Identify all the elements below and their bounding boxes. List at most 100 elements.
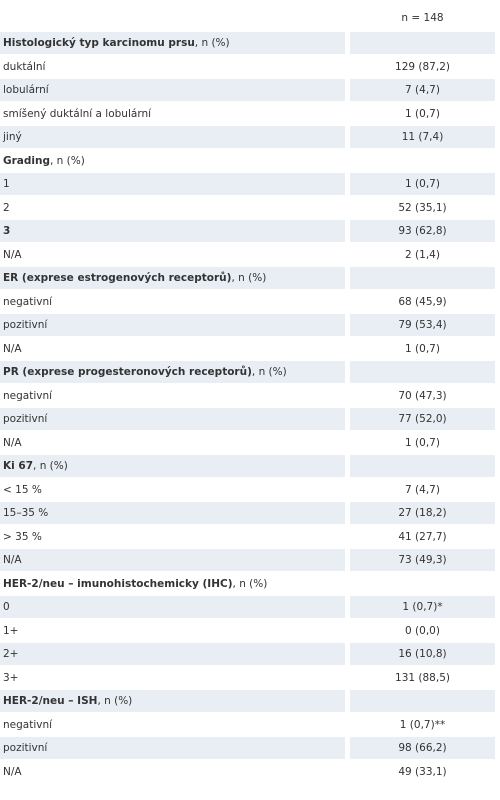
value-text: 68 (45,9): [398, 295, 447, 308]
value-text: 79 (53,4): [398, 319, 447, 331]
row-label: N/A: [0, 761, 345, 783]
label-text: duktální: [3, 60, 46, 73]
row-value: 70 (47,3): [350, 385, 495, 407]
label-text: 3: [3, 225, 11, 237]
table-row: N/A 1 (0,7): [0, 432, 500, 454]
row-value: 49 (33,1): [350, 761, 495, 783]
table-row: negativní 68 (45,9): [0, 291, 500, 313]
value-text: 1 (0,7)*: [402, 601, 443, 613]
row-label: N/A: [0, 432, 345, 454]
label-text: Grading: [3, 154, 50, 167]
table-row: negativní 1 (0,7)**: [0, 714, 500, 736]
table-row: 3+ 131 (88,5): [0, 667, 500, 689]
table-row: negativní 70 (47,3): [0, 385, 500, 407]
row-value: 1 (0,7)*: [350, 596, 495, 618]
label-text: 2: [3, 201, 10, 214]
value-text: 2 (1,4): [405, 248, 440, 261]
label-text: N/A: [3, 765, 22, 778]
table-row: PR (exprese progesteronových receptorů),…: [0, 361, 500, 383]
value-text: 41 (27,7): [398, 530, 447, 543]
label-text: 1: [3, 178, 10, 190]
table-row: N/A 2 (1,4): [0, 244, 500, 266]
row-label: lobulární: [0, 79, 345, 101]
row-label: 0: [0, 596, 345, 618]
value-text: 11 (7,4): [401, 131, 444, 143]
value-text: 1 (0,7): [405, 178, 440, 190]
row-value: [350, 573, 495, 595]
row-value: 1 (0,7): [350, 173, 495, 195]
row-value: 2 (1,4): [350, 244, 495, 266]
row-label: HER-2/neu – imunohistochemicky (IHC), n …: [0, 573, 345, 595]
row-value: 1 (0,7): [350, 338, 495, 360]
row-value: 0 (0,0): [350, 620, 495, 642]
row-value: 1 (0,7)**: [350, 714, 495, 736]
value-text: 7 (4,7): [405, 84, 440, 96]
row-label: Histologický typ karcinomu prsu, n (%): [0, 32, 345, 54]
row-value: 98 (66,2): [350, 737, 495, 759]
value-text: 73 (49,3): [398, 554, 447, 566]
label-text: pozitivní: [3, 742, 48, 754]
label-suffix: , n (%): [194, 37, 230, 49]
row-value: 41 (27,7): [350, 526, 495, 548]
label-text: lobulární: [3, 84, 49, 96]
label-text: PR (exprese progesteronových receptorů): [3, 366, 252, 378]
table-row: 1+ 0 (0,0): [0, 620, 500, 642]
label-suffix: , n (%): [97, 695, 133, 707]
label-text: N/A: [3, 248, 22, 261]
value-text: 16 (10,8): [398, 648, 447, 660]
table-row: 2+ 16 (10,8): [0, 643, 500, 665]
label-suffix: , n (%): [232, 577, 268, 590]
row-label: N/A: [0, 549, 345, 571]
table-row: 1 1 (0,7): [0, 173, 500, 195]
label-suffix: , n (%): [251, 366, 287, 378]
table-row: 3 93 (62,8): [0, 220, 500, 242]
label-text: N/A: [3, 554, 22, 566]
table-row: > 35 % 41 (27,7): [0, 526, 500, 548]
value-text: 0 (0,0): [405, 624, 440, 637]
label-text: smíšený duktální a lobulární: [3, 107, 152, 120]
row-label: N/A: [0, 244, 345, 266]
label-text: < 15 %: [3, 483, 42, 496]
label-suffix: , n (%): [33, 460, 68, 472]
label-suffix: , n (%): [50, 154, 85, 167]
table-row: 15–35 % 27 (18,2): [0, 502, 500, 524]
row-label: 2: [0, 197, 345, 219]
row-label: Ki 67, n (%): [0, 455, 345, 477]
row-value: 77 (52,0): [350, 408, 495, 430]
table-row: Histologický typ karcinomu prsu, n (%): [0, 32, 500, 54]
row-label: 3+: [0, 667, 345, 689]
row-label: 2+: [0, 643, 345, 665]
table-row: pozitivní 98 (66,2): [0, 737, 500, 759]
row-label: negativní: [0, 291, 345, 313]
label-text: 15–35 %: [3, 507, 49, 519]
label-text: jiný: [3, 131, 22, 143]
table-row: ER (exprese estrogenových receptorů), n …: [0, 267, 500, 289]
table-row: HER-2/neu – ISH, n (%): [0, 690, 500, 712]
row-label: HER-2/neu – ISH, n (%): [0, 690, 345, 712]
row-value: 129 (87,2): [350, 56, 495, 78]
row-value: 73 (49,3): [350, 549, 495, 571]
table-row: pozitivní 77 (52,0): [0, 408, 500, 430]
table-row: smíšený duktální a lobulární 1 (0,7): [0, 103, 500, 125]
row-label: pozitivní: [0, 737, 345, 759]
table-row: N/A 1 (0,7): [0, 338, 500, 360]
value-text: 7 (4,7): [405, 483, 440, 496]
row-label: N/A: [0, 338, 345, 360]
row-value: 68 (45,9): [350, 291, 495, 313]
table-row: N/A 73 (49,3): [0, 549, 500, 571]
row-label: negativní: [0, 714, 345, 736]
table-row: 0 1 (0,7)*: [0, 596, 500, 618]
row-value: [350, 150, 495, 172]
label-text: pozitivní: [3, 319, 48, 331]
table-row: duktální 129 (87,2): [0, 56, 500, 78]
value-text: 77 (52,0): [398, 413, 447, 425]
row-value: 7 (4,7): [350, 79, 495, 101]
label-text: HER-2/neu – ISH: [3, 695, 98, 707]
row-value: 1 (0,7): [350, 432, 495, 454]
table-row: Grading, n (%): [0, 150, 500, 172]
row-label: Grading, n (%): [0, 150, 345, 172]
label-text: pozitivní: [3, 413, 48, 425]
row-value: 131 (88,5): [350, 667, 495, 689]
row-value: [350, 690, 495, 712]
